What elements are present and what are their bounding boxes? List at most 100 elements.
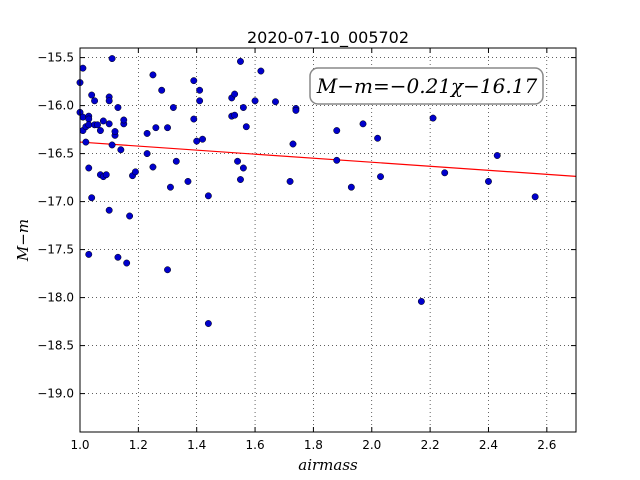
- chart-title: 2020-07-10_005702: [247, 28, 409, 48]
- data-point: [108, 141, 116, 149]
- data-point: [242, 123, 250, 131]
- data-point: [111, 128, 119, 135]
- data-point: [196, 97, 204, 105]
- data-point: [105, 97, 113, 105]
- x-tick-label: 1.6: [246, 438, 265, 452]
- data-point: [251, 97, 259, 105]
- y-tick-label: −15.5: [37, 51, 74, 65]
- data-point: [117, 146, 125, 154]
- data-point: [158, 86, 166, 94]
- data-point: [333, 156, 341, 164]
- data-point: [239, 164, 247, 172]
- data-point: [123, 259, 131, 267]
- data-point: [190, 115, 198, 123]
- x-tick-label: 1.0: [70, 438, 89, 452]
- data-point: [239, 104, 247, 111]
- data-point: [105, 120, 113, 128]
- data-point: [429, 114, 437, 122]
- equation-box: M−m=−0.21χ−16.17: [309, 67, 544, 105]
- data-point: [289, 140, 297, 148]
- data-point: [333, 127, 341, 135]
- data-point: [79, 113, 87, 121]
- x-tick-label: 2.6: [537, 438, 556, 452]
- y-tick-label: −16.5: [37, 147, 74, 161]
- data-point: [377, 173, 384, 181]
- data-point: [231, 111, 239, 119]
- data-point: [234, 157, 242, 165]
- data-point: [493, 152, 501, 159]
- data-point: [82, 138, 90, 146]
- data-point: [143, 150, 151, 158]
- data-point: [85, 250, 93, 258]
- data-point: [102, 171, 110, 179]
- data-point: [196, 86, 204, 94]
- data-point: [347, 183, 355, 191]
- fit-line-group: [79, 141, 577, 177]
- data-point: [169, 104, 177, 111]
- data-point: [164, 266, 171, 274]
- data-point: [99, 117, 107, 125]
- data-point: [149, 163, 157, 171]
- data-point: [105, 206, 113, 214]
- data-point: [114, 253, 122, 261]
- x-tick-labels: 1.0 1.2 1.4 1.6 1.8 2.0 2.2 2.4 2.6: [70, 438, 556, 452]
- data-point: [272, 98, 279, 106]
- data-point: [237, 176, 244, 183]
- x-tick-label: 2.0: [362, 438, 381, 452]
- data-point: [114, 104, 122, 111]
- data-point: [417, 297, 425, 305]
- data-point: [172, 157, 180, 165]
- y-tick-labels: −15.5 −16.0 −16.5 −17.0 −17.5 −18.0 −18.5 −19.0: [37, 51, 74, 401]
- x-tick-label: 1.4: [187, 438, 206, 452]
- y-tick-label: −18.5: [37, 339, 74, 353]
- data-point: [120, 116, 128, 124]
- data-point: [85, 115, 93, 123]
- data-point: [374, 134, 382, 142]
- plot-area-frame: [79, 47, 577, 433]
- data-point: [94, 121, 101, 129]
- data-point: [143, 129, 151, 137]
- data-point: [359, 120, 367, 128]
- y-tick-label: −18.0: [37, 291, 74, 305]
- data-point: [108, 55, 116, 63]
- data-point: [152, 124, 160, 132]
- data-point: [292, 106, 300, 114]
- data-point: [190, 77, 198, 85]
- data-point: [88, 194, 96, 202]
- grid: [79, 48, 576, 432]
- data-point: [88, 91, 96, 99]
- data-point: [286, 177, 294, 185]
- data-point: [166, 183, 174, 191]
- x-tick-label: 2.2: [421, 438, 440, 452]
- data-point: [164, 124, 171, 132]
- y-tick-label: −19.0: [37, 387, 74, 401]
- x-tick-label: 1.2: [129, 438, 148, 452]
- data-point: [441, 169, 449, 177]
- data-point: [184, 177, 192, 185]
- fit-equation: M−m=−0.21χ−16.17: [316, 74, 538, 98]
- data-point: [85, 121, 93, 129]
- data-point: [193, 137, 201, 145]
- axis-ticks: [79, 48, 576, 432]
- data-point: [131, 168, 139, 176]
- data-point: [149, 71, 157, 79]
- data-point: [79, 64, 87, 72]
- x-tick-label: 2.4: [479, 438, 498, 452]
- y-tick-label: −17.0: [37, 195, 74, 209]
- data-point: [204, 192, 212, 200]
- data-points: [76, 55, 539, 327]
- y-axis-label: M−m: [14, 219, 32, 262]
- x-axis-label: airmass: [298, 456, 358, 474]
- data-point: [91, 97, 99, 105]
- data-point: [531, 193, 539, 201]
- data-point: [199, 135, 206, 143]
- y-tick-label: −16.0: [37, 99, 74, 113]
- fit-line: [79, 141, 577, 177]
- data-point: [231, 90, 239, 98]
- data-point: [96, 127, 104, 135]
- data-point: [257, 67, 265, 75]
- data-point: [204, 320, 212, 327]
- data-point: [485, 177, 492, 185]
- y-tick-label: −17.5: [37, 243, 74, 257]
